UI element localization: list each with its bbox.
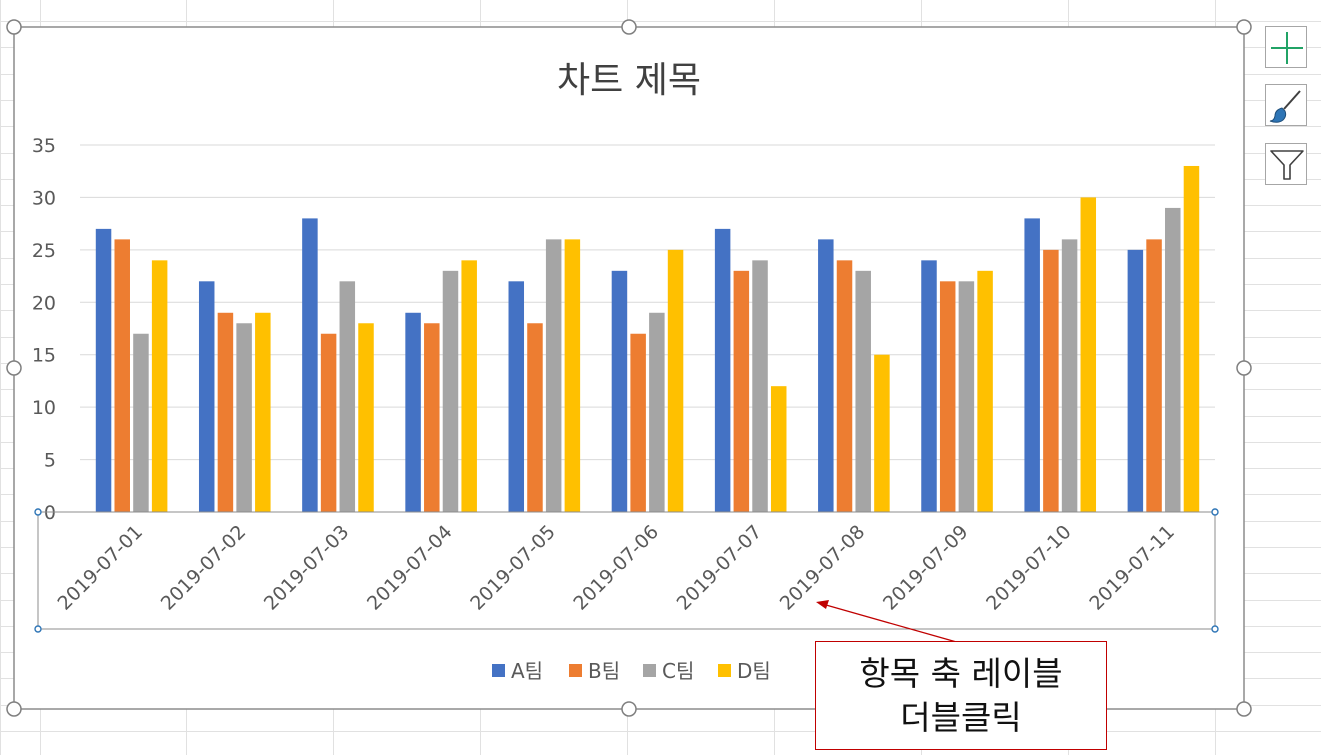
bar[interactable] (977, 270, 993, 512)
callout-line-1: 항목 축 레이블 (859, 653, 1063, 693)
bar[interactable] (770, 386, 787, 512)
bar[interactable] (733, 270, 750, 512)
legend-swatch (492, 664, 505, 677)
bar[interactable] (958, 281, 975, 512)
bar[interactable] (302, 218, 318, 512)
bar[interactable] (1146, 239, 1162, 512)
y-axis-tick-labels: 0 5 10 15 20 25 30 35 (32, 135, 56, 524)
legend-swatch (643, 664, 656, 677)
resize-handle[interactable] (6, 19, 22, 35)
bar[interactable] (255, 312, 271, 512)
resize-handle[interactable] (1236, 360, 1252, 376)
bar[interactable] (921, 260, 937, 512)
bar[interactable] (461, 260, 477, 512)
resize-handle[interactable] (6, 701, 22, 717)
bar[interactable] (714, 228, 731, 512)
y-tick-label: 15 (32, 345, 56, 367)
legend-item[interactable]: B팀 (569, 659, 620, 683)
legend-item[interactable]: C팀 (643, 659, 694, 683)
bar[interactable] (545, 239, 562, 512)
bar[interactable] (939, 281, 956, 512)
bar[interactable] (358, 323, 374, 512)
bar[interactable] (320, 333, 337, 512)
bar[interactable] (630, 333, 646, 512)
paintbrush-icon (1269, 90, 1301, 123)
bar[interactable] (1043, 249, 1059, 512)
chart-elements-button[interactable] (1265, 26, 1307, 68)
chart-filters-button[interactable] (1265, 143, 1307, 185)
y-tick-label: 20 (32, 292, 56, 314)
bar[interactable] (649, 312, 665, 512)
y-tick-label: 35 (32, 135, 56, 157)
chart-border (13, 26, 1245, 710)
legend-swatch (569, 664, 582, 677)
bar[interactable] (855, 270, 871, 512)
resize-handle[interactable] (621, 701, 637, 717)
bar[interactable] (405, 312, 421, 512)
bar[interactable] (217, 312, 234, 512)
resize-handle[interactable] (6, 360, 22, 376)
bars (95, 165, 1200, 512)
bar[interactable] (424, 323, 440, 512)
resize-handle[interactable] (1236, 19, 1252, 35)
bar[interactable] (1024, 218, 1040, 512)
chart-styles-button[interactable] (1265, 84, 1307, 126)
category-axis-selection-box[interactable] (34, 508, 1219, 633)
bar[interactable] (1061, 239, 1078, 512)
y-tick-label: 10 (32, 397, 56, 419)
legend-label: B팀 (588, 659, 620, 683)
bar[interactable] (818, 239, 834, 512)
bar[interactable] (95, 228, 112, 512)
bar[interactable] (836, 260, 853, 512)
bar[interactable] (508, 281, 525, 512)
y-tick-label: 5 (44, 450, 56, 472)
bar[interactable] (339, 281, 356, 512)
chart-title[interactable]: 차트 제목 (557, 60, 701, 101)
legend-label: D팀 (737, 659, 771, 683)
bar[interactable] (133, 333, 149, 512)
bar[interactable] (564, 239, 581, 512)
legend-label: A팀 (511, 659, 543, 683)
bar[interactable] (1183, 165, 1200, 512)
y-tick-label: 25 (32, 240, 56, 262)
bar[interactable] (236, 323, 252, 512)
legend-swatch (718, 664, 731, 677)
callout-line-2: 더블클릭 (900, 697, 1022, 737)
legend[interactable]: A팀 B팀 C팀 D팀 (492, 659, 771, 683)
legend-item[interactable]: D팀 (718, 659, 771, 683)
bar[interactable] (752, 260, 768, 512)
bar[interactable] (1080, 197, 1097, 512)
bar[interactable] (874, 354, 890, 512)
chart-resize-handles[interactable] (6, 19, 1252, 717)
funnel-icon (1270, 150, 1304, 180)
callout-arrow (816, 600, 961, 644)
y-tick-label: 0 (44, 502, 56, 524)
axis-selection-handle[interactable] (34, 508, 42, 516)
bar[interactable] (1165, 207, 1181, 512)
bar[interactable] (198, 281, 215, 512)
legend-label: C팀 (662, 659, 694, 683)
bar[interactable] (667, 249, 684, 512)
legend-item[interactable]: A팀 (492, 659, 543, 683)
resize-handle[interactable] (1236, 701, 1252, 717)
callout-box: 항목 축 레이블 더블클릭 (815, 641, 1107, 750)
axis-selection-handle[interactable] (1211, 508, 1219, 516)
y-tick-label: 30 (32, 187, 56, 209)
bar[interactable] (1127, 249, 1144, 512)
plus-icon (1271, 32, 1303, 64)
bar[interactable] (114, 239, 130, 512)
resize-handle[interactable] (621, 19, 637, 35)
bar[interactable] (442, 270, 459, 512)
bar[interactable] (611, 270, 628, 512)
axis-selection-handle[interactable] (34, 625, 42, 633)
axis-selection-handle[interactable] (1211, 625, 1219, 633)
bar[interactable] (527, 323, 543, 512)
bar[interactable] (151, 260, 168, 512)
